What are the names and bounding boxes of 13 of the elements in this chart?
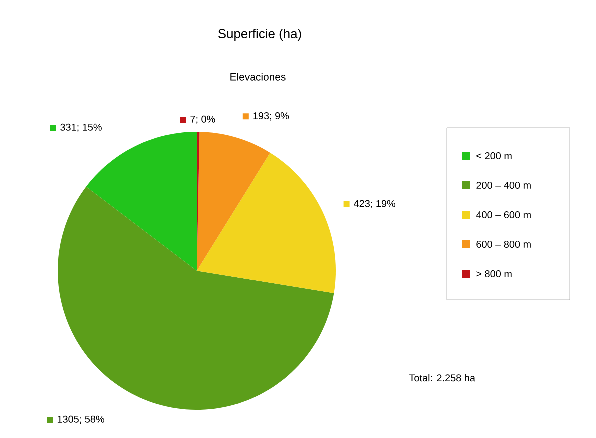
data-label: 193; 9% <box>254 112 290 121</box>
legend-label: 600 – 800 m <box>476 240 531 248</box>
data-label: 7; 0% <box>190 116 216 124</box>
data-label: 423; 19% <box>354 200 396 209</box>
legend-label: 400 – 600 m <box>476 211 531 219</box>
data-label: 1305; 58% <box>58 416 104 424</box>
data-label: 331; 15% <box>60 124 102 132</box>
chart-title: Superficie (ha) <box>218 28 302 42</box>
text: Total: 2.258 ha <box>409 374 476 382</box>
chart-subtitle: Elevaciones <box>230 73 286 81</box>
legend-label: 200 – 400 m <box>476 182 531 190</box>
legend-label: < 200 m <box>476 152 512 160</box>
legend-label: > 800 m <box>476 270 512 278</box>
